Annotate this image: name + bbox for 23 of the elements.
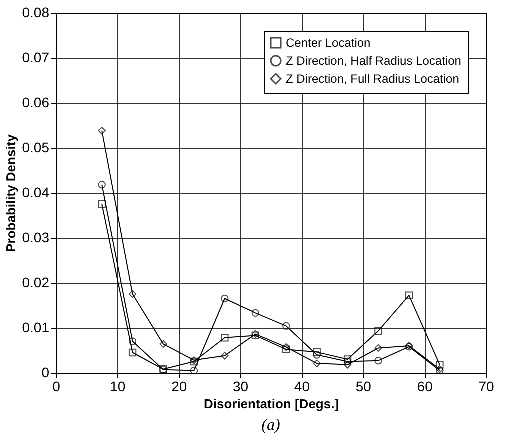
x-tick-label: 20: [172, 378, 188, 394]
y-tick-label: 0.02: [22, 274, 50, 290]
x-tick-label: 50: [356, 378, 372, 394]
legend-label: Z Direction, Half Radius Location: [286, 54, 462, 68]
y-tick-label: 0.01: [22, 320, 50, 336]
x-tick-label: 10: [110, 378, 126, 394]
x-tick-label: 40: [294, 378, 310, 394]
y-tick-label: 0.05: [22, 140, 50, 156]
y-axis-title: Probability Density: [3, 134, 18, 252]
legend-label: Z Direction, Full Radius Location: [286, 72, 460, 86]
y-tick-label: 0.06: [22, 94, 50, 110]
y-tick-label: 0: [42, 364, 50, 380]
x-tick-label: 60: [417, 378, 434, 394]
y-tick-label: 0.08: [22, 4, 50, 20]
x-tick-label: 70: [478, 378, 494, 394]
x-axis-title: Disorientation [Degs.]: [204, 396, 340, 412]
y-tick-label: 0.07: [22, 50, 50, 66]
text: (a): [262, 417, 280, 434]
x-tick-label: 0: [52, 378, 61, 394]
legend-label: Center Location: [286, 36, 371, 50]
y-tick-label: 0.03: [22, 230, 50, 246]
y-tick-label: 0.04: [22, 184, 50, 200]
x-tick-label: 30: [232, 378, 249, 394]
